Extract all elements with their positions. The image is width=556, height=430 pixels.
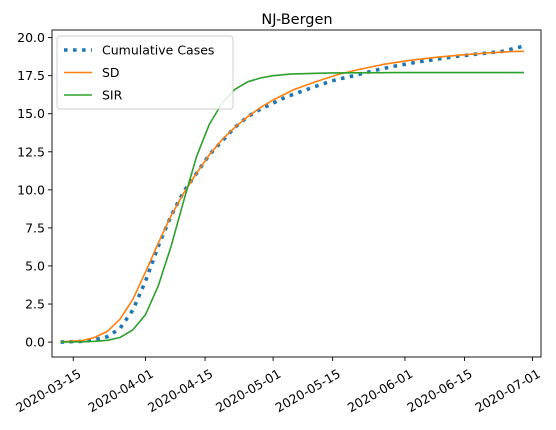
y-tick-label: 20.0 xyxy=(17,30,45,45)
y-tick-label: 5.0 xyxy=(25,258,45,273)
x-tick-label: 2020-05-15 xyxy=(273,366,343,415)
series-line-sd xyxy=(60,50,525,343)
x-tick-label: 2020-05-01 xyxy=(213,366,283,415)
series-line-cumulative-cases xyxy=(60,44,525,344)
series-line-sir xyxy=(60,71,524,343)
x-tick-label: 2020-04-01 xyxy=(85,366,155,415)
x-tick-label: 2020-03-15 xyxy=(13,366,83,415)
x-tick-label: 2020-06-01 xyxy=(345,366,415,415)
y-axis: 0.0 2.5 5.0 7.5 10.0 12.5 15.0 17.5 20.0 xyxy=(17,30,52,350)
legend-label: SD xyxy=(102,65,120,80)
x-tick-label: 2020-07-01 xyxy=(472,366,542,415)
x-tick-label: 2020-06-15 xyxy=(404,366,474,415)
series-layer xyxy=(60,44,525,344)
legend-label: Cumulative Cases xyxy=(102,43,214,58)
x-tick-label: 2020-04-15 xyxy=(145,366,215,415)
legend: Cumulative Cases SD SIR xyxy=(56,35,234,110)
legend-label: SIR xyxy=(102,88,123,103)
legend-box xyxy=(56,35,234,110)
plot-frame xyxy=(51,29,542,358)
y-tick-label: 7.5 xyxy=(25,220,45,235)
x-axis: 2020-03-15 2020-04-012020-04-152020-05-01… xyxy=(13,357,543,415)
y-tick-label: 2.5 xyxy=(25,297,45,312)
y-tick-label: 0.0 xyxy=(25,335,45,350)
y-tick-label: 15.0 xyxy=(17,106,45,121)
y-tick-label: 10.0 xyxy=(17,182,45,197)
y-tick-label: 12.5 xyxy=(17,144,45,159)
y-tick-label: 17.5 xyxy=(17,68,45,83)
chart-title: NJ-Bergen xyxy=(261,12,332,28)
